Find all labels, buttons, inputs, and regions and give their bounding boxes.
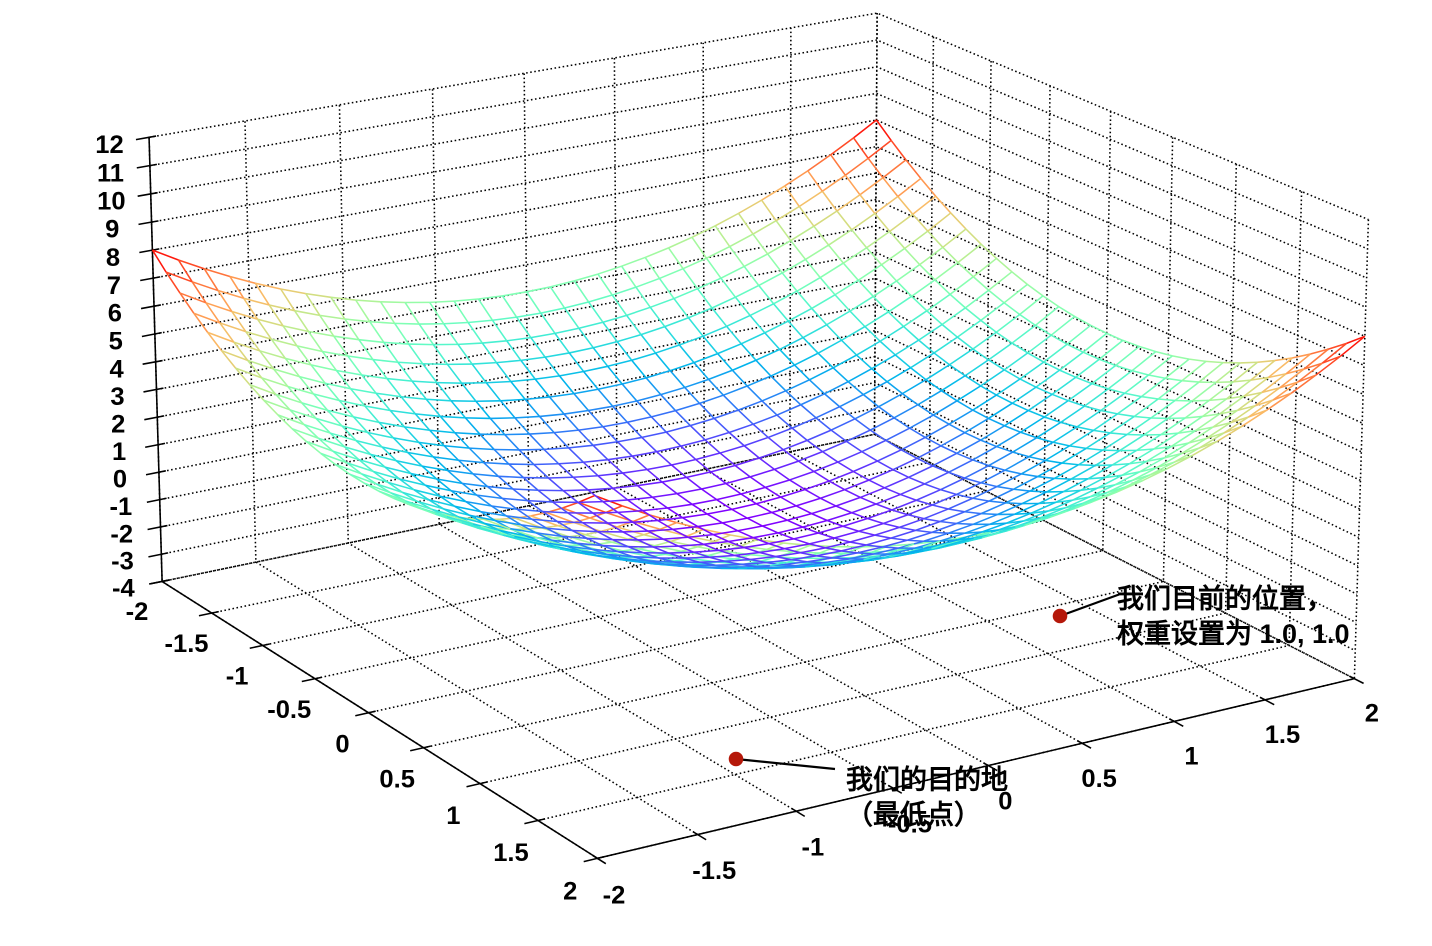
svg-text:-1: -1 bbox=[226, 663, 249, 691]
svg-text:-0.5: -0.5 bbox=[267, 696, 311, 724]
svg-text:-1.5: -1.5 bbox=[165, 630, 209, 658]
svg-text:9: 9 bbox=[105, 216, 119, 244]
svg-text:2: 2 bbox=[111, 411, 125, 439]
svg-text:1.5: 1.5 bbox=[493, 839, 529, 867]
svg-text:10: 10 bbox=[97, 188, 125, 216]
svg-text:2: 2 bbox=[563, 877, 577, 905]
svg-text:1: 1 bbox=[1184, 743, 1198, 771]
svg-text:5: 5 bbox=[109, 328, 123, 356]
svg-text:4: 4 bbox=[109, 355, 124, 383]
svg-text:0.5: 0.5 bbox=[379, 766, 415, 794]
svg-text:-1: -1 bbox=[109, 493, 132, 521]
svg-text:11: 11 bbox=[97, 159, 124, 187]
svg-text:-2: -2 bbox=[603, 881, 626, 909]
svg-text:6: 6 bbox=[108, 300, 122, 328]
svg-text:7: 7 bbox=[107, 272, 121, 300]
svg-text:0: 0 bbox=[335, 730, 349, 758]
svg-text:-3: -3 bbox=[111, 548, 134, 576]
svg-text:1: 1 bbox=[112, 438, 126, 466]
svg-text:3: 3 bbox=[110, 383, 124, 411]
svg-text:-2: -2 bbox=[110, 520, 133, 548]
svg-text:-1.5: -1.5 bbox=[692, 857, 736, 885]
svg-text:8: 8 bbox=[106, 244, 120, 272]
svg-text:1: 1 bbox=[446, 802, 460, 830]
svg-text:-4: -4 bbox=[112, 575, 136, 603]
svg-text:2: 2 bbox=[1365, 700, 1379, 728]
svg-text:-1: -1 bbox=[802, 834, 825, 862]
svg-text:12: 12 bbox=[95, 131, 123, 159]
svg-text:1.5: 1.5 bbox=[1265, 721, 1301, 749]
svg-text:0: 0 bbox=[113, 466, 127, 494]
svg-text:0.5: 0.5 bbox=[1081, 765, 1117, 793]
